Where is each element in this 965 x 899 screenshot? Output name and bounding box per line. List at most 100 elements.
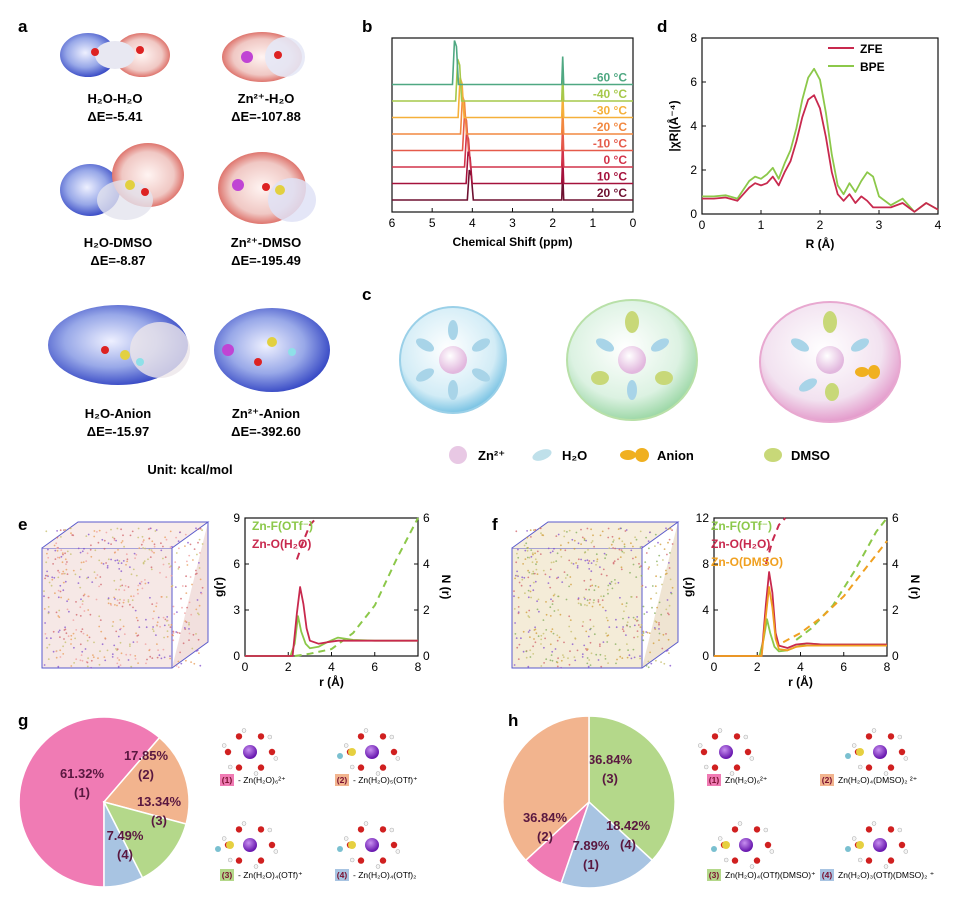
panel-g: g 61.32% (1) 17.85% (2) 13.34% (3) 7.49% (4) (1… [18, 711, 418, 888]
coordination-number-series [294, 517, 419, 657]
coordination-number-series [782, 540, 888, 644]
nmr-trace [392, 58, 633, 102]
slice-index-label: (1) [74, 785, 90, 800]
legend-label: DMSO [791, 448, 830, 463]
legend-label: BPE [860, 60, 885, 74]
exafs-chart: 0 1 2 3 4 0 2 4 6 8 ZFE BPE R (Å) |χR|(Å⁻⁴) [666, 31, 942, 251]
esp-surface-h2o-dmso [60, 143, 184, 220]
interaction-name: Zn²⁺-DMSO [231, 235, 301, 250]
panel-letter-b: b [362, 17, 372, 36]
y-tick-label: 6 [690, 75, 697, 89]
panel-letter-a: a [18, 17, 28, 36]
solvation-legend: Zn²⁺ H₂O Anion DMSO [449, 446, 830, 464]
panel-f: f 0 2 4 6 8048120246Zn-F(OTf⁻)Zn-O(H₂O)Zn-O(… [492, 511, 922, 689]
esp-surface-zn-anion [214, 308, 330, 392]
slice-index-label: (2) [138, 767, 154, 782]
simulation-box [41, 521, 210, 669]
temperature-label: 20 °C [597, 186, 627, 200]
panel-h: h 36.84% (3) 18.42% (4) 7.89% (1) 36.84% (2) (1… [502, 711, 934, 889]
unit-label: Unit: kcal/mol [147, 462, 232, 477]
interaction-name: Zn²⁺-Anion [232, 406, 300, 421]
interaction-name: H₂O-H₂O [88, 91, 143, 106]
x-tick-label: 2 [817, 218, 824, 232]
y-tick-label: 0 [702, 649, 709, 663]
cluster-formula: - Zn(H₂O)₄(OTf)₂ [353, 870, 416, 880]
temperature-label: 0 °C [604, 153, 628, 167]
y-tick-label: 8 [702, 557, 709, 571]
panel-letter-f: f [492, 515, 498, 534]
interaction-name: H₂O-Anion [85, 406, 151, 421]
x-tick-label: 6 [371, 660, 378, 674]
x-tick-label: 0 [699, 218, 706, 232]
y-right-tick-label: 0 [892, 649, 899, 663]
exafs-series [702, 94, 939, 213]
slice-percent-label: 7.49% [107, 828, 144, 843]
esp-surface-zn-dmso [218, 152, 316, 224]
interaction-energy: ΔE=-195.49 [231, 253, 301, 268]
y-tick-label: 8 [690, 31, 697, 45]
nmr-trace [392, 132, 633, 168]
x-tick-label: 6 [389, 216, 396, 230]
slice-index-label: (1) [583, 857, 599, 872]
slice-percent-label: 36.84% [523, 810, 568, 825]
x-axis-label: R (Å) [806, 236, 835, 251]
legend-label: Zn-O(H₂O) [252, 537, 311, 551]
x-axis-label: Chemical Shift (ppm) [452, 235, 572, 249]
cluster-structure-image [337, 821, 401, 869]
nmr-trace [392, 114, 633, 152]
x-tick-label: 4 [935, 218, 942, 232]
cluster-index: (4) [337, 870, 348, 880]
y-axis-label: |χR|(Å⁻⁴) [666, 100, 681, 151]
rdf-series [245, 586, 418, 657]
cluster-formula: - Zn(H₂O)₅(OTf)⁺ [353, 775, 418, 785]
x-tick-label: 4 [328, 660, 335, 674]
x-tick-label: 4 [469, 216, 476, 230]
panel-letter-h: h [508, 711, 518, 730]
panel-letter-c: c [362, 285, 371, 304]
solvation-bubble-anion [759, 301, 901, 423]
panel-letter-g: g [18, 711, 28, 730]
coordination-number-series [295, 517, 318, 560]
x-tick-label: 0 [711, 660, 718, 674]
y-tick-label: 0 [233, 649, 240, 663]
exafs-series [702, 67, 939, 213]
esp-surface-h2o-h2o [60, 33, 170, 77]
y-tick-label: 4 [702, 603, 709, 617]
y-tick-label: 0 [690, 207, 697, 221]
x-tick-label: 4 [797, 660, 804, 674]
cluster-index-badge [820, 869, 834, 881]
y-right-tick-label: 4 [423, 557, 430, 571]
rdf-chart-f: 0 2 4 6 8048120246Zn-F(OTf⁻)Zn-O(H₂O)Zn-O(DM… [681, 511, 922, 689]
x-tick-label: 1 [758, 218, 765, 232]
legend-label: Zn-O(H₂O) [711, 537, 770, 551]
cluster-index: (3) [222, 870, 233, 880]
cluster-formula: Zn(H₂O)₄(DMSO)₂ ²⁺ [838, 775, 917, 785]
pie-slice [103, 801, 144, 888]
x-tick-label: 3 [876, 218, 883, 232]
pie-slice [102, 736, 190, 825]
slice-percent-label: 61.32% [60, 766, 105, 781]
cluster-index-badge [220, 869, 234, 881]
interaction-energy: ΔE=-15.97 [87, 424, 149, 439]
pie-slice [560, 800, 654, 889]
x-tick-label: 2 [754, 660, 761, 674]
legend-label: Zn-O(DMSO) [711, 555, 783, 569]
panel-c: c [362, 285, 901, 464]
legend-label: Zn²⁺ [478, 448, 505, 463]
x-tick-label: 2 [285, 660, 292, 674]
slice-index-label: (3) [602, 771, 618, 786]
x-tick-label: 8 [884, 660, 891, 674]
esp-surface-h2o-anion [48, 305, 190, 385]
y-axis-label: g(r) [212, 577, 226, 597]
nmr-trace [392, 77, 633, 119]
cluster-formula: - Zn(H₂O)₆²⁺ [238, 775, 286, 785]
rdf-series [714, 571, 887, 657]
x-tick-label: 3 [509, 216, 516, 230]
legend-swatch-zn [449, 446, 467, 464]
interaction-energy: ΔE=-107.88 [231, 109, 301, 124]
x-tick-label: 8 [415, 660, 422, 674]
panel-a: a H₂O-H₂O ΔE=-5.41 Zn²⁺-H₂O ΔE=-107.88 H… [18, 17, 330, 477]
y-tick-label: 6 [233, 557, 240, 571]
temperature-label: 10 °C [597, 170, 627, 184]
